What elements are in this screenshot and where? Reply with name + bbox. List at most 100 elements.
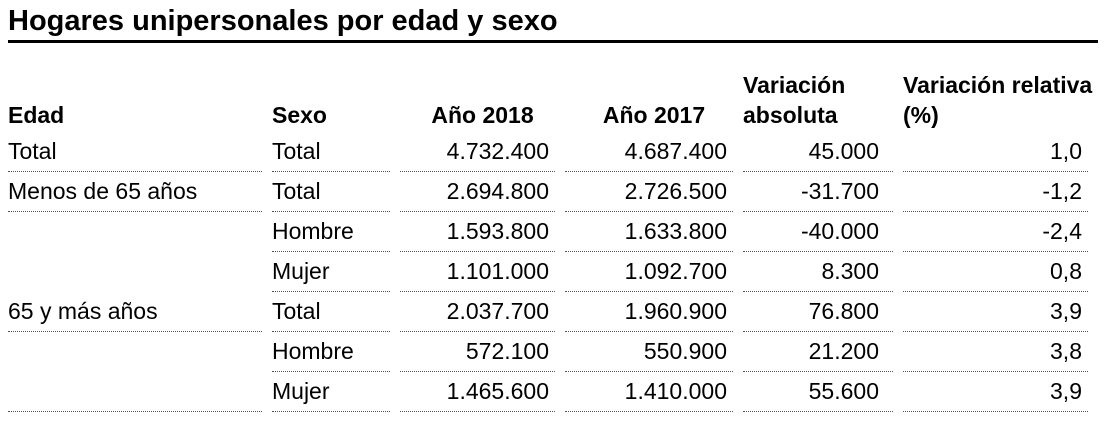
table-cell: 76.800 (743, 292, 903, 332)
table-cell (8, 372, 272, 412)
cell-text: -2,4 (903, 212, 1088, 252)
cell-text: 76.800 (743, 292, 893, 332)
cell-text: 1.960.900 (565, 292, 733, 332)
cell-text: 2.726.500 (565, 172, 733, 212)
cell-text: 45.000 (743, 132, 893, 172)
table-cell: Mujer (272, 372, 400, 412)
table-cell: 1.633.800 (565, 212, 743, 252)
cell-text: 1.101.000 (400, 252, 555, 292)
cell-text: 3,9 (903, 372, 1088, 412)
column-header: Variación absoluta (743, 72, 846, 128)
table-cell: 4.687.400 (565, 132, 743, 172)
cell-text: 0,8 (903, 252, 1088, 292)
cell-text: 1.593.800 (400, 212, 555, 252)
cell-text (8, 332, 262, 372)
cell-text: Total (272, 292, 390, 332)
table-cell: 1,0 (903, 132, 1098, 172)
cell-text (8, 252, 262, 292)
cell-text (8, 212, 262, 252)
cell-text: 1.092.700 (565, 252, 733, 292)
table-cell: 65 y más años (8, 292, 272, 332)
table-cell: 2.037.700 (400, 292, 565, 332)
cell-text: 1.465.600 (400, 372, 555, 412)
cell-text: 1.633.800 (565, 212, 733, 252)
column-header: Sexo (272, 102, 327, 128)
table-cell: Menos de 65 años (8, 172, 272, 212)
table-cell: 1.092.700 (565, 252, 743, 292)
table-cell: 3,8 (903, 332, 1098, 372)
table-cell: 45.000 (743, 132, 903, 172)
table-body: Total Total 4.732.400 4.687.400 45.000 1,0 Men… (8, 132, 1098, 412)
table-cell: Total (8, 132, 272, 172)
cell-text: Total (8, 132, 262, 172)
cell-text: 1.410.000 (565, 372, 733, 412)
column-header: Año 2018 (431, 102, 534, 128)
table-cell: Hombre (272, 212, 400, 252)
cell-text: Mujer (272, 252, 390, 292)
cell-text: Total (272, 172, 390, 212)
table-row: Hombre 1.593.800 1.633.800 -40.000 -2,4 (8, 212, 1098, 252)
table-cell: -1,2 (903, 172, 1098, 212)
table-cell: -2,4 (903, 212, 1098, 252)
table-cell: 1.593.800 (400, 212, 565, 252)
table-row: 65 y más años Total 2.037.700 1.960.900 76.8… (8, 292, 1098, 332)
table-row: Hombre 572.100 550.900 21.200 3,8 (8, 332, 1098, 372)
table-cell: 55.600 (743, 372, 903, 412)
cell-text: -31.700 (743, 172, 893, 212)
cell-text: 572.100 (400, 332, 555, 372)
cell-text: 2.694.800 (400, 172, 555, 212)
cell-text: Menos de 65 años (8, 172, 262, 212)
table: Edad Sexo Año 2018 Año 2017 Variación absolu… (8, 58, 1098, 412)
table-cell: 1.960.900 (565, 292, 743, 332)
table-cell: 3,9 (903, 372, 1098, 412)
table-cell: 550.900 (565, 332, 743, 372)
cell-text: 550.900 (565, 332, 733, 372)
table-cell: 1.410.000 (565, 372, 743, 412)
column-header: Edad (8, 102, 65, 128)
table-cell (8, 212, 272, 252)
table-cell: Total (272, 172, 400, 212)
table-cell: 3,9 (903, 292, 1098, 332)
cell-text: Total (272, 132, 390, 172)
table-row: Menos de 65 años Total 2.694.800 2.726.500-… (8, 172, 1098, 212)
header-row: Edad Sexo Año 2018 Año 2017 Variación absolu… (8, 58, 1098, 132)
table-cell (8, 332, 272, 372)
cell-text: 21.200 (743, 332, 893, 372)
cell-text (8, 372, 262, 412)
column-header: Año 2017 (602, 102, 706, 128)
title: Hogares unipersonales por edad y sexo (8, 4, 1098, 43)
table-cell: 0,8 (903, 252, 1098, 292)
table-cell: Hombre (272, 332, 400, 372)
table-cell: 2.726.500 (565, 172, 743, 212)
cell-text: Mujer (272, 372, 390, 412)
column-header: Variación relativa (%) (903, 72, 1093, 128)
cell-text: Hombre (272, 212, 390, 252)
table-cell: 21.200 (743, 332, 903, 372)
table-cell: Mujer (272, 252, 400, 292)
table-cell: Total (272, 292, 400, 332)
cell-text: 3,9 (903, 292, 1088, 332)
table-cell: Total (272, 132, 400, 172)
cell-text: -1,2 (903, 172, 1088, 212)
cell-text: 3,8 (903, 332, 1088, 372)
cell-text: -40.000 (743, 212, 893, 252)
table-cell: 1.101.000 (400, 252, 565, 292)
table-row: Total Total 4.732.400 4.687.400 45.000 1,0 (8, 132, 1098, 172)
cell-text: 1,0 (903, 132, 1088, 172)
table-cell: -31.700 (743, 172, 903, 212)
table-cell: 1.465.600 (400, 372, 565, 412)
cell-text: 4.732.400 (400, 132, 555, 172)
table-cell (8, 252, 272, 292)
table-row: Mujer 1.465.600 1.410.000 55.600 3,9 (8, 372, 1098, 412)
cell-text: 65 y más años (8, 292, 262, 332)
cell-text: Hombre (272, 332, 390, 372)
table-cell: -40.000 (743, 212, 903, 252)
cell-text: 55.600 (743, 372, 893, 412)
table-cell: 2.694.800 (400, 172, 565, 212)
table-cell: 572.100 (400, 332, 565, 372)
table-row: Mujer 1.101.000 1.092.700 8.300 0,8 (8, 252, 1098, 292)
cell-text: 8.300 (743, 252, 893, 292)
cell-text: 2.037.700 (400, 292, 555, 332)
table-cell: 8.300 (743, 252, 903, 292)
